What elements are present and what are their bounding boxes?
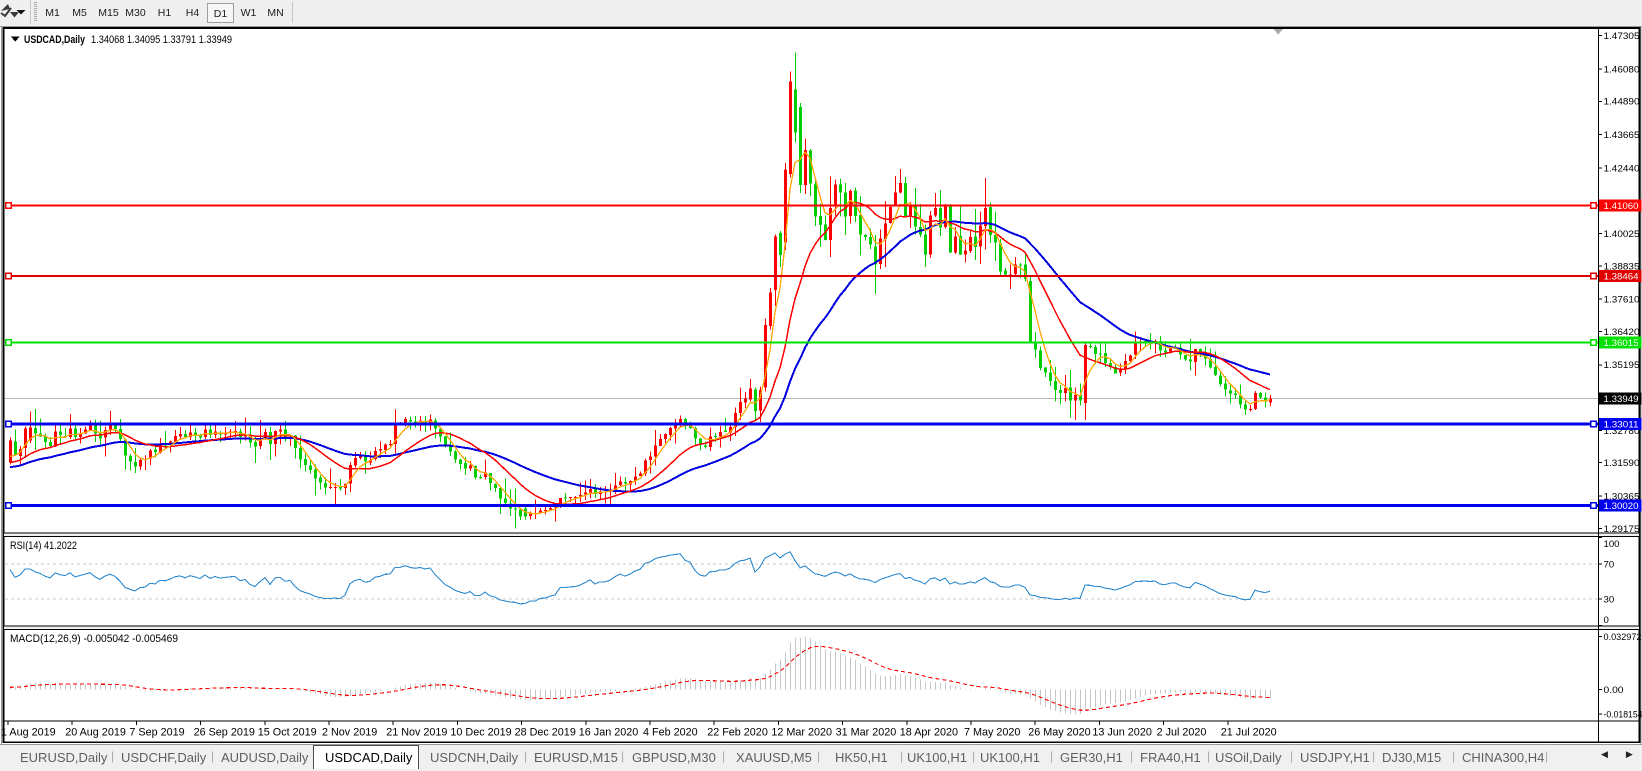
svg-text:1.40025: 1.40025	[1604, 229, 1640, 240]
svg-text:2 Jul 2020: 2 Jul 2020	[1157, 727, 1207, 739]
svg-text:7 May 2020: 7 May 2020	[964, 727, 1020, 739]
svg-text:1.44890: 1.44890	[1604, 97, 1640, 108]
svg-text:1.34068 1.34095 1.33791 1.3394: 1.34068 1.34095 1.33791 1.33949	[91, 34, 232, 46]
svg-text:1.42440: 1.42440	[1604, 163, 1640, 174]
svg-text:USDCAD,Daily: USDCAD,Daily	[24, 34, 86, 46]
svg-text:31 Mar 2020: 31 Mar 2020	[836, 727, 897, 739]
svg-text:1.36015: 1.36015	[1604, 338, 1639, 349]
svg-text:13 Jun 2020: 13 Jun 2020	[1092, 727, 1151, 739]
svg-text:1.38835: 1.38835	[1604, 261, 1640, 272]
svg-text:1.31590: 1.31590	[1604, 458, 1640, 469]
svg-text:16 Jan 2020: 16 Jan 2020	[579, 727, 638, 739]
svg-text:21 Jul 2020: 21 Jul 2020	[1221, 727, 1277, 739]
svg-text:100: 100	[1604, 539, 1620, 550]
svg-text:1.33011: 1.33011	[1604, 420, 1639, 431]
svg-text:MACD(12,26,9) -0.005042 -0.005: MACD(12,26,9) -0.005042 -0.005469	[10, 633, 178, 645]
svg-text:12 Mar 2020: 12 Mar 2020	[771, 727, 832, 739]
svg-text:7 Sep 2019: 7 Sep 2019	[129, 727, 184, 739]
svg-text:0: 0	[1604, 615, 1609, 626]
svg-text:2 Nov 2019: 2 Nov 2019	[322, 727, 377, 739]
svg-text:30: 30	[1604, 595, 1615, 606]
svg-text:1.43665: 1.43665	[1604, 130, 1640, 141]
svg-text:1.46080: 1.46080	[1604, 64, 1640, 75]
svg-text:1.30020: 1.30020	[1604, 501, 1639, 512]
svg-text:0.032972: 0.032972	[1604, 632, 1642, 643]
svg-text:22 Feb 2020: 22 Feb 2020	[707, 727, 768, 739]
svg-text:-0.018154: -0.018154	[1604, 709, 1642, 720]
svg-text:15 Oct 2019: 15 Oct 2019	[258, 727, 317, 739]
svg-text:0.00: 0.00	[1604, 685, 1624, 696]
svg-text:26 May 2020: 26 May 2020	[1028, 727, 1090, 739]
svg-text:1.38464: 1.38464	[1604, 272, 1640, 283]
svg-text:20 Aug 2019: 20 Aug 2019	[65, 727, 126, 739]
svg-text:1.30365: 1.30365	[1604, 491, 1640, 502]
svg-text:1.29175: 1.29175	[1604, 524, 1640, 535]
svg-text:28 Dec 2019: 28 Dec 2019	[515, 727, 576, 739]
svg-text:1 Aug 2019: 1 Aug 2019	[1, 727, 56, 739]
svg-text:1.41060: 1.41060	[1604, 201, 1639, 212]
svg-text:1.36420: 1.36420	[1604, 327, 1640, 338]
svg-text:26 Sep 2019: 26 Sep 2019	[194, 727, 255, 739]
svg-text:1.37610: 1.37610	[1604, 295, 1640, 306]
svg-text:1.33949: 1.33949	[1604, 394, 1639, 405]
svg-text:21 Nov 2019: 21 Nov 2019	[386, 727, 447, 739]
svg-text:RSI(14) 41.2022: RSI(14) 41.2022	[10, 540, 77, 552]
svg-text:1.47305: 1.47305	[1604, 31, 1640, 42]
svg-text:18 Apr 2020: 18 Apr 2020	[900, 727, 958, 739]
svg-text:1.35195: 1.35195	[1604, 360, 1640, 371]
svg-text:1.32780: 1.32780	[1604, 426, 1640, 437]
svg-text:4 Feb 2020: 4 Feb 2020	[643, 727, 698, 739]
svg-text:70: 70	[1604, 560, 1615, 571]
svg-text:10 Dec 2019: 10 Dec 2019	[450, 727, 511, 739]
